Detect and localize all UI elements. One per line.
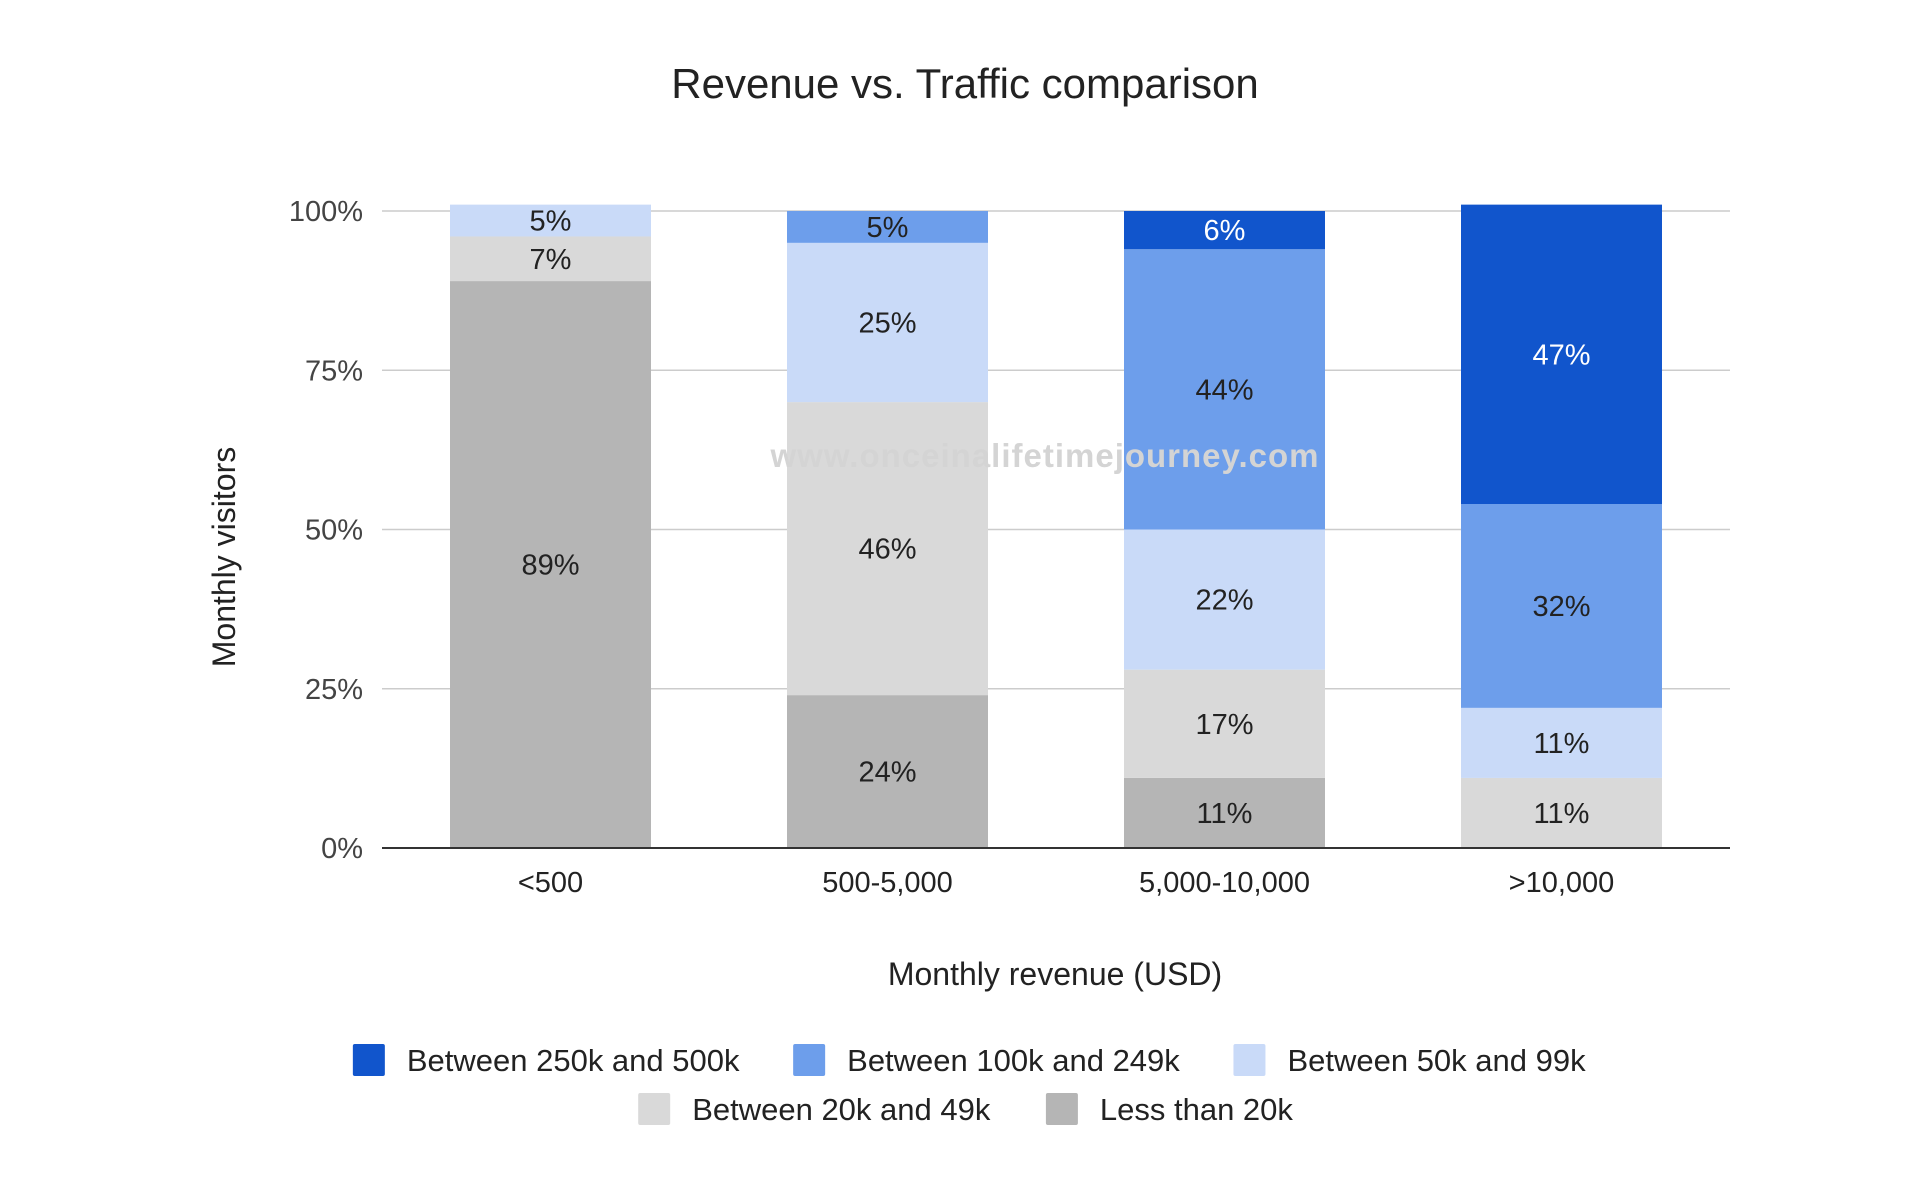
- legend-swatch: [1045, 1093, 1078, 1125]
- legend-item: Between 250k and 500k: [352, 1043, 740, 1078]
- bar-segment: [1461, 707, 1662, 778]
- legend-swatch: [638, 1093, 671, 1125]
- legend-label: Between 20k and 49k: [692, 1092, 991, 1127]
- legend-label: Less than 20k: [1100, 1092, 1294, 1127]
- bar-segment: [1124, 669, 1325, 778]
- y-tick-label: 50%: [305, 515, 363, 547]
- legend-swatch: [352, 1044, 385, 1076]
- bar-segment: [450, 236, 651, 282]
- legend: Between 250k and 500k Between 100k and 24…: [352, 1043, 1586, 1127]
- bar-segment: [1124, 249, 1325, 530]
- legend-label: Between 50k and 99k: [1287, 1043, 1586, 1078]
- bar-segment: [787, 211, 988, 243]
- data-label: 6%: [1204, 215, 1246, 247]
- x-axis: <500 500-5,000 5,000-10,000 >10,000: [382, 847, 1730, 899]
- x-tick-label: 500-5,000: [822, 867, 953, 899]
- bar-segment: [787, 242, 988, 403]
- data-label: 25%: [858, 307, 916, 339]
- y-axis-title: Monthly visitors: [206, 447, 242, 668]
- legend-swatch: [793, 1044, 826, 1076]
- data-label: 32%: [1532, 591, 1590, 623]
- data-label: 46%: [858, 534, 916, 566]
- bar-segment: [450, 204, 651, 237]
- data-label: 24%: [858, 757, 916, 789]
- bars: 89% 7% 5% 24% 46% 25% 5% 11% 17% 22% 44% 6% 11% 11% 32…: [450, 204, 1662, 848]
- bar-segment: [1124, 211, 1325, 250]
- legend-item: Between 50k and 99k: [1233, 1043, 1586, 1078]
- legend-item: Between 20k and 49k: [638, 1092, 991, 1127]
- y-tick-label: 0%: [321, 833, 363, 865]
- bar-segment: [450, 281, 651, 848]
- y-axis-ticks: 0% 25% 50% 75% 100%: [289, 196, 363, 865]
- bar-segment: [1124, 777, 1325, 848]
- data-label: 44%: [1195, 374, 1253, 406]
- legend-label: Between 100k and 249k: [847, 1043, 1180, 1078]
- data-label: 17%: [1195, 709, 1253, 741]
- data-label: 7%: [530, 244, 572, 276]
- y-tick-label: 100%: [289, 196, 363, 228]
- chart-title: Revenue vs. Traffic comparison: [671, 60, 1259, 107]
- x-tick-label: >10,000: [1509, 867, 1615, 899]
- data-label: 5%: [867, 212, 909, 244]
- bar-segment: [787, 402, 988, 696]
- x-axis-title: Monthly revenue (USD): [888, 956, 1222, 992]
- data-label: 11%: [1534, 798, 1590, 830]
- x-tick-label: 5,000-10,000: [1139, 867, 1310, 899]
- data-label: 47%: [1532, 339, 1590, 371]
- data-label: 22%: [1195, 585, 1253, 617]
- bar-segment: [787, 695, 988, 848]
- data-label: 11%: [1534, 728, 1590, 760]
- watermark: www.onceinalifetimejourney.com: [770, 437, 1320, 474]
- bar-segment: [1461, 204, 1662, 505]
- y-tick-label: 75%: [305, 355, 363, 387]
- bar-segment: [1461, 504, 1662, 708]
- y-tick-label: 25%: [305, 674, 363, 706]
- data-label: 5%: [530, 206, 572, 238]
- legend-swatch: [1233, 1044, 1266, 1076]
- bar-segment: [1124, 529, 1325, 670]
- x-tick-label: <500: [518, 867, 583, 899]
- data-label: 11%: [1197, 798, 1253, 830]
- bar-segment: [1461, 777, 1662, 848]
- legend-item: Less than 20k: [1045, 1092, 1294, 1127]
- legend-item: Between 100k and 249k: [793, 1043, 1180, 1078]
- data-label: 89%: [521, 550, 579, 582]
- legend-label: Between 250k and 500k: [407, 1043, 740, 1078]
